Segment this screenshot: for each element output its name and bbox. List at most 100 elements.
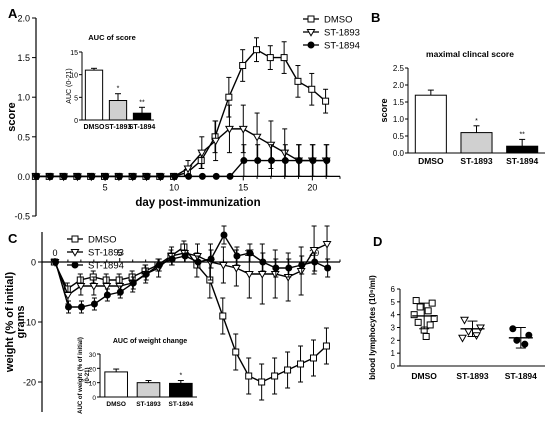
data-point [143,172,151,180]
series-st-1894 [33,144,331,180]
data-point [207,255,215,263]
y-tick-label: 10 [70,73,78,80]
legend: DMSO ST-1893 ST-1894 [67,235,124,272]
data-point [116,288,124,296]
data-point [194,258,202,266]
category-label: DMSO [418,156,444,166]
data-point [458,334,467,343]
y-tick-label: 0.5 [393,132,405,141]
significance-mark: * [475,118,478,125]
data-point [155,261,163,269]
significance-mark: * [179,373,182,380]
scatter-chart-d: 0 1 2 3 4 5 6 DMSO ST-1893 ST-1894 blood lymphocyt… [368,275,545,381]
data-point [296,268,306,276]
y-tick-label: 0 [31,258,36,268]
legend-marker [71,261,79,269]
data-point [90,300,98,308]
bar [84,69,104,121]
category-label: DMSO [411,371,437,381]
y-axis-label: score [6,102,18,131]
bar [136,382,161,398]
y-tick-label: 6 [391,285,396,294]
data-point [220,231,228,239]
bar [132,112,152,121]
y-axis-label: grams [15,305,27,338]
data-point [460,316,469,325]
y-tick-label: 2.0 [393,81,405,90]
data-point [270,271,280,279]
data-point [157,172,165,180]
x-tick-label: 15 [238,182,248,192]
data-point [308,85,316,93]
x-tick-label: 10 [169,182,179,192]
data-point [193,253,202,261]
panel-label-d: D [373,234,382,249]
category-label: ST-1894 [169,401,194,408]
y-tick-label: 1.0 [393,115,405,124]
y-tick-label: 3 [391,324,396,333]
y-tick-label: 0.0 [17,172,30,182]
y-tick-label: 5 [74,95,78,102]
data-point [103,291,111,299]
y-tick-label: 20 [89,366,97,373]
category-label: ST-1893 [460,156,492,166]
legend-marker [307,15,315,23]
data-point [521,340,529,348]
data-point [322,241,332,249]
data-point [472,332,481,341]
data-point [283,274,293,282]
bar [169,382,193,398]
data-point [183,165,193,174]
data-point [246,249,254,257]
y-axis-label: AUC (0-21) [66,68,73,103]
data-point [428,299,436,307]
y-tick-label: -20 [23,378,36,388]
category-label: ST-1894 [129,124,156,131]
data-point [219,312,227,320]
category-label: ST-1893 [456,371,488,381]
data-point [258,378,266,386]
legend-marker [70,249,80,257]
category-label: ST-1893 [136,401,161,408]
chart-title: maximal clincal score [426,49,514,59]
legend-label: ST-1893 [88,248,124,259]
data-point [212,172,220,180]
data-point [129,172,137,180]
y-tick-label: 1.0 [17,93,30,103]
chart-title: AUC of score [88,33,136,42]
y-tick-label: 0 [74,118,78,125]
y-tick-label: 0 [92,395,96,402]
data-point [116,172,124,180]
bar [104,371,128,398]
y-tick-label: 5 [391,298,396,307]
y-axis-label: score [379,98,389,122]
y-tick-label: 10 [89,381,97,388]
data-point [309,354,317,362]
data-point [63,292,73,300]
legend-marker [71,235,79,243]
legend-label: ST-1894 [324,41,360,52]
data-point [226,172,234,180]
bar-chart-c-inset: 0 10 20 30 DMSO ST-1893 * ST-1894 AUC of weight … [62,335,202,414]
y-axis-label: (0-21) [85,367,91,383]
data-point [102,283,112,291]
data-point [266,141,276,150]
data-point [252,46,260,54]
data-point [298,261,306,269]
y-tick-label: 1.5 [393,98,405,107]
data-point [233,252,241,260]
group-dmso [410,297,438,340]
significance-mark: ** [139,99,145,106]
y-tick-label: -0.5 [14,212,30,222]
data-point [181,252,189,260]
y-tick-label: 2 [391,336,396,345]
data-point [464,328,473,337]
x-tick-label: 5 [117,248,122,258]
data-point [238,125,248,134]
data-point [254,157,262,165]
chart-title: AUC of weight change [113,338,187,345]
y-tick-label: 30 [89,352,97,359]
y-tick-label: -10 [23,318,36,328]
